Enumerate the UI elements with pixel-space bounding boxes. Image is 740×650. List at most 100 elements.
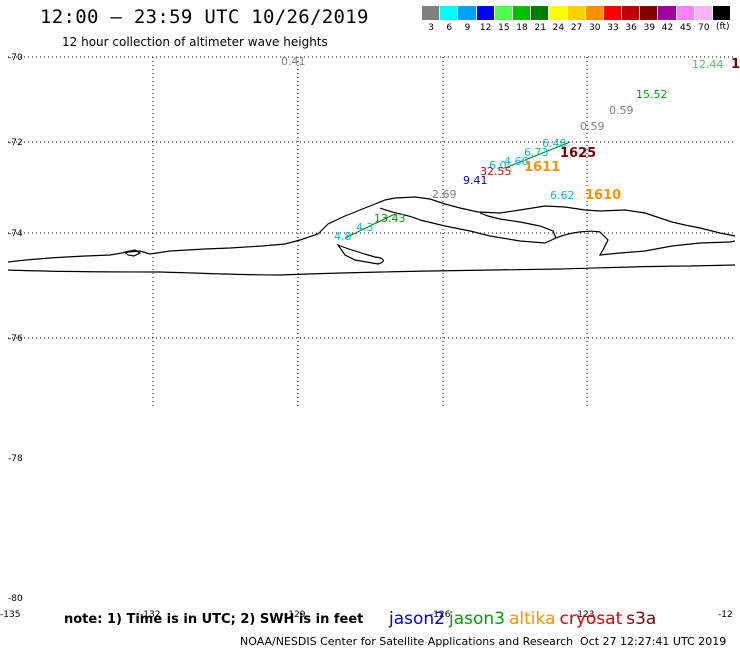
lat-labels: -70 -72 -74 -76 -78 -80 (8, 53, 23, 604)
legend-label: 30 (589, 23, 601, 33)
wave-height-obs: 4.3 (356, 221, 374, 234)
legend-label: 15 (498, 23, 510, 33)
legend-bin: 6 (440, 6, 459, 34)
satellite-key: jason2 jason3 altika cryosat s3a (389, 609, 656, 629)
wave-height-obs: 12.44 (692, 58, 724, 71)
satellite-name-jason3: jason3 (449, 609, 505, 629)
legend-label: 9 (464, 23, 471, 33)
legend-swatch (713, 6, 732, 20)
wave-height-legend: 3 6 9 12 15 18 21 24 27 30 33 36 39 42 45 70 (422, 6, 732, 34)
legend-label: 33 (607, 23, 619, 33)
legend-label: 39 (643, 23, 656, 33)
wave-height-obs: 9.41 (463, 174, 488, 187)
wave-height-obs: 6.62 (550, 189, 575, 202)
legend-label: 27 (570, 23, 583, 33)
lon-label: -135 (0, 610, 20, 620)
coastline-east-arm (555, 230, 736, 256)
coastline-peninsula (336, 243, 384, 265)
credit-text: NOAA/NESDIS Center for Satellite Applica… (240, 635, 574, 648)
note-text: note: 1) Time is in UTC; 2) SWH is in fe… (64, 612, 364, 627)
wave-height-obs: 4.66 (504, 155, 529, 168)
legend-bin: 18 (512, 6, 532, 34)
legend-bin: 21 (531, 6, 550, 34)
map-title: 12:00 — 23:59 UTC 10/26/2019 (40, 6, 369, 28)
wave-height-obs: 4.8 (334, 230, 352, 243)
wave-height-obs: 0.59 (580, 120, 605, 133)
legend-swatch (694, 6, 713, 20)
coastline (7, 196, 736, 276)
legend-bin: 12 (476, 6, 495, 34)
legend-swatch (531, 6, 550, 20)
legend-bin: 42 (658, 6, 677, 34)
legend-bin: 36 (622, 6, 641, 34)
satellite-name-altika: altika (509, 609, 556, 629)
wave-height-obs: 2.69 (432, 188, 457, 201)
generated-timestamp: Oct 27 12:27:41 UTC 2019 (580, 635, 727, 648)
lon-label: -129 (285, 610, 306, 620)
lon-label: -12 (718, 610, 733, 620)
coastline-outer (7, 196, 736, 263)
legend-label: 3 (428, 23, 434, 33)
wave-height-obs: 32.55 (480, 165, 512, 178)
satellite-name-cryosat: cryosat (559, 609, 623, 629)
legend-label: 18 (516, 23, 528, 33)
legend-swatch (585, 6, 604, 20)
legend-bin: 70 (694, 6, 713, 34)
legend-label: 45 (679, 23, 692, 33)
legend-swatch (567, 6, 586, 20)
legend-bin: 3 (422, 6, 441, 34)
lon-label: -126 (430, 610, 451, 620)
legend-swatch (494, 6, 513, 20)
lat-label: -74 (8, 229, 23, 239)
legend-label: 42 (661, 23, 674, 33)
lat-label: -76 (8, 334, 23, 344)
legend-swatch (676, 6, 695, 20)
legend-swatch (458, 6, 477, 20)
wave-height-obs: 15.52 (636, 88, 668, 101)
wave-height-obs: 6.73 (524, 146, 549, 159)
satellite-track (344, 141, 571, 239)
wave-height-obs: 0.41 (281, 55, 306, 68)
wave-height-obs: 6.0 (489, 159, 507, 172)
legend-bin: 45 (676, 6, 695, 34)
legend-swatch (640, 6, 659, 20)
legend-bin: 9 (458, 6, 477, 34)
legend-unit: (ft) (716, 22, 730, 32)
lon-labels: -135 -132 -129 -126 -123 -12 (0, 610, 733, 620)
lat-label: -80 (8, 594, 23, 604)
track-line (344, 213, 396, 239)
legend-swatch (440, 6, 459, 20)
legend-bin: 39 (640, 6, 659, 34)
legend-swatch (622, 6, 641, 20)
lon-label: -123 (574, 610, 594, 620)
graticule (8, 56, 735, 408)
legend-bin: 30 (585, 6, 604, 34)
legend-swatch (549, 6, 568, 20)
legend-swatch (658, 6, 677, 20)
legend-bin: 33 (603, 6, 623, 34)
wave-height-obs: 1625 (560, 146, 596, 161)
lat-label: -78 (8, 454, 23, 464)
legend-label: 12 (479, 23, 492, 33)
lat-label: -70 (8, 53, 23, 63)
legend-swatch (422, 6, 441, 20)
lon-label: -132 (140, 610, 160, 620)
coastline-north-arm (379, 207, 557, 244)
wave-height-obs: 1 (731, 57, 740, 72)
legend-label: 70 (698, 23, 710, 33)
legend-swatch (476, 6, 495, 20)
legend-bin (713, 6, 732, 34)
observations: 0.41 12.44 1 15.52 0.59 0.59 6.48 6.73 1… (281, 55, 740, 243)
track-line (504, 141, 571, 169)
wave-height-obs: 13.43 (374, 212, 406, 225)
lat-label: -72 (8, 138, 23, 148)
satellite-name-jason2: jason2 (389, 609, 445, 629)
legend-swatch (512, 6, 532, 20)
legend-bin: 15 (494, 6, 513, 34)
legend-label: 36 (625, 23, 637, 33)
coastline-inlet (123, 249, 142, 257)
legend-bin: 24 (549, 6, 568, 34)
wave-height-obs: 6.48 (542, 137, 567, 150)
wave-height-obs: 0.59 (609, 104, 634, 117)
